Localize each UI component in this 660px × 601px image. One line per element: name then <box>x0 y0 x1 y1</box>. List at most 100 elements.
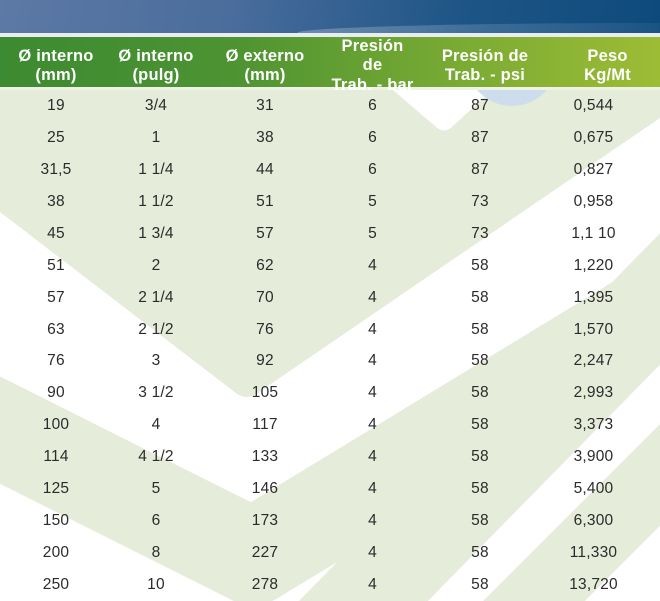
table-cell: 4 <box>368 320 377 338</box>
table-header-row: Ø interno (mm) Ø interno (pulg) Ø externo (mm… <box>0 37 660 94</box>
table-row: 51 2 62 4 58 1,220 <box>0 250 660 282</box>
table-cell: 4 <box>368 288 377 306</box>
table-cell: 58 <box>471 480 489 498</box>
table-cell: 1,570 <box>573 320 614 338</box>
table-row: 31,5 1 1/4 44 6 87 0,827 <box>0 154 660 186</box>
table-cell: 3/4 <box>144 96 168 114</box>
top-blue-bar <box>0 0 660 33</box>
table-cell: 173 <box>251 512 279 530</box>
table-cell: 6 <box>368 160 377 178</box>
table-cell: 58 <box>471 512 489 530</box>
table-cell: 146 <box>251 480 279 498</box>
table-row: 76 3 92 4 58 2,247 <box>0 346 660 378</box>
table-cell: 1 3/4 <box>138 224 174 242</box>
table-cell: 4 <box>368 416 377 434</box>
table-cell: 87 <box>471 96 489 114</box>
table-cell: 58 <box>471 576 489 594</box>
table-cell: 87 <box>471 160 489 178</box>
column-header-line2: (pulg) <box>132 66 180 85</box>
table-cell: 58 <box>471 416 489 434</box>
column-header-line1: Ø externo <box>225 46 305 65</box>
column-header-line1: Presión de <box>441 46 529 65</box>
table-cell: 73 <box>471 224 489 242</box>
table-cell: 92 <box>256 352 274 370</box>
table-cell: 3,900 <box>573 448 614 466</box>
table-row: 114 4 1/2 133 4 58 3,900 <box>0 441 660 473</box>
table-cell: 4 1/2 <box>138 448 174 466</box>
table-cell: 6 <box>368 128 377 146</box>
table-cell: 5 <box>151 480 161 498</box>
table-cell: 10 <box>147 576 165 594</box>
table-cell: 4 <box>368 512 377 530</box>
table-cell: 38 <box>256 128 274 146</box>
table-cell: 38 <box>47 192 65 210</box>
table-cell: 1,1 10 <box>571 224 616 242</box>
table-cell: 4 <box>368 384 377 402</box>
table-cell: 117 <box>252 416 278 434</box>
table-cell: 6 <box>151 512 161 530</box>
table-cell: 31 <box>256 96 274 114</box>
column-header-line2: Trab. - psi <box>444 66 526 85</box>
table-cell: 4 <box>151 416 161 434</box>
table-cell: 58 <box>471 448 489 466</box>
table-row: 25 1 38 6 87 0,675 <box>0 122 660 154</box>
column-header-line1: Presión de <box>341 37 404 75</box>
table-cell: 58 <box>471 288 489 306</box>
table-cell: 278 <box>251 576 279 594</box>
table-cell: 58 <box>471 352 489 370</box>
table-cell: 57 <box>47 288 65 306</box>
table-cell: 63 <box>47 320 65 338</box>
table-cell: 31,5 <box>40 160 72 178</box>
table-cell: 4 <box>368 448 377 466</box>
table-row: 63 2 1/2 76 4 58 1,570 <box>0 314 660 346</box>
table-cell: 0,675 <box>573 128 614 146</box>
top-bar-sheen-decoration <box>297 23 660 33</box>
table-cell: 4 <box>368 480 377 498</box>
table-cell: 51 <box>256 192 274 210</box>
table-cell: 57 <box>256 224 274 242</box>
column-header-line1: Peso <box>587 46 628 65</box>
table-cell: 58 <box>471 384 489 402</box>
table-cell: 3 1/2 <box>138 384 174 402</box>
table-cell: 2,247 <box>573 352 614 370</box>
table-cell: 13,720 <box>569 576 618 594</box>
table-cell: 1,395 <box>573 288 614 306</box>
column-header-line2: Kg/Mt <box>584 66 631 85</box>
table-cell: 150 <box>42 512 70 530</box>
table-cell: 250 <box>42 576 70 594</box>
table-row: 45 1 3/4 57 5 73 1,1 10 <box>0 218 660 250</box>
table-cell: 3,373 <box>573 416 614 434</box>
header-separator <box>0 33 660 37</box>
table-cell: 51 <box>47 256 65 274</box>
table-cell: 90 <box>47 384 65 402</box>
table-cell: 1 1/4 <box>138 160 174 178</box>
table-cell: 19 <box>47 96 65 114</box>
table-row: 90 3 1/2 105 4 58 2,993 <box>0 377 660 409</box>
table-row: 250 10 278 4 58 13,720 <box>0 569 660 601</box>
table-cell: 2 1/2 <box>138 320 174 338</box>
table-row: 57 2 1/4 70 4 58 1,395 <box>0 282 660 314</box>
table-cell: 70 <box>256 288 274 306</box>
table-row: 38 1 1/2 51 5 73 0,958 <box>0 186 660 218</box>
table-cell: 125 <box>42 480 70 498</box>
column-header-1: Ø interno (mm) <box>0 47 112 86</box>
table-cell: 11,330 <box>569 544 618 562</box>
table-cell: 2 <box>151 256 161 274</box>
table-cell: 200 <box>42 544 70 562</box>
column-header-4: Presión de Trab. - bar <box>330 37 415 95</box>
table-cell: 3 <box>151 352 161 370</box>
table-cell: 45 <box>47 224 65 242</box>
table-cell: 105 <box>251 384 279 402</box>
table-row: 19 3/4 31 6 87 0,544 <box>0 90 660 122</box>
table-cell: 4 <box>368 544 377 562</box>
table-cell: 133 <box>251 448 279 466</box>
table-row: 200 8 227 4 58 11,330 <box>0 537 660 569</box>
table-cell: 1,220 <box>573 256 614 274</box>
table-cell: 0,958 <box>573 192 614 210</box>
table-cell: 0,827 <box>573 160 614 178</box>
table-cell: 58 <box>471 256 489 274</box>
chevron-background-pattern <box>0 90 660 601</box>
table-cell: 6 <box>368 96 377 114</box>
column-header-6: Peso Kg/Mt <box>555 47 660 86</box>
